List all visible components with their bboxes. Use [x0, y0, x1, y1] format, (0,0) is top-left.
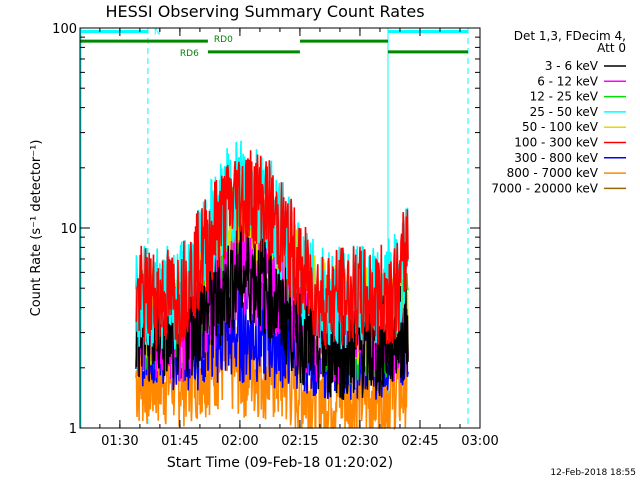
legend-label-1: 6 - 12 keV — [537, 74, 599, 88]
x-tick-label-0: 01:30 — [101, 434, 138, 449]
legend-label-5: 100 - 300 keV — [514, 136, 598, 150]
flag-label-rd0: RD0 — [214, 35, 233, 45]
legend-header-line-1: Det 1,3, FDecim 4, — [514, 29, 626, 43]
x-tick-label-6: 03:00 — [461, 434, 498, 449]
x-axis-label: Start Time (09-Feb-18 01:20:02) — [167, 455, 393, 471]
legend-label-0: 3 - 6 keV — [545, 59, 599, 73]
footer-date: 12-Feb-2018 18:55 — [550, 468, 636, 478]
y-tick-label-0: 1 — [69, 422, 77, 437]
flag-label-rd6: RD6 — [180, 49, 199, 59]
legend-label-2: 12 - 25 keV — [530, 90, 599, 104]
series-5-line — [135, 150, 409, 350]
legend-header-line-2: Att 0 — [597, 41, 626, 55]
y-axis: 1 10 100 — [52, 22, 480, 437]
y-tick-label-1: 10 — [60, 222, 77, 237]
plot-area: N RD0 RD6 01:30 01:45 02:00 02:15 02:30 02:45 03… — [52, 22, 499, 449]
x-tick-label-3: 02:15 — [281, 434, 318, 449]
x-tick-label-1: 01:45 — [161, 434, 198, 449]
x-tick-label-2: 02:00 — [221, 434, 258, 449]
chart-title: HESSI Observing Summary Count Rates — [105, 2, 424, 21]
legend-label-3: 25 - 50 keV — [530, 105, 599, 119]
y-axis-label: Count Rate (s⁻¹ detector⁻¹) — [29, 140, 44, 317]
legend-label-8: 7000 - 20000 keV — [491, 181, 598, 195]
x-tick-label-5: 02:45 — [401, 434, 438, 449]
legend-label-6: 300 - 800 keV — [514, 151, 598, 165]
flag-label-n: N — [154, 28, 161, 38]
data-series — [135, 140, 409, 431]
y-tick-label-2: 100 — [52, 22, 77, 37]
legend-label-4: 50 - 100 keV — [522, 120, 599, 134]
flag-bars: N RD0 RD6 — [80, 28, 468, 59]
x-tick-label-4: 02:30 — [341, 434, 378, 449]
legend-label-7: 800 - 7000 keV — [507, 166, 599, 180]
x-axis: 01:30 01:45 02:00 02:15 02:30 02:45 03:00 — [99, 28, 499, 449]
